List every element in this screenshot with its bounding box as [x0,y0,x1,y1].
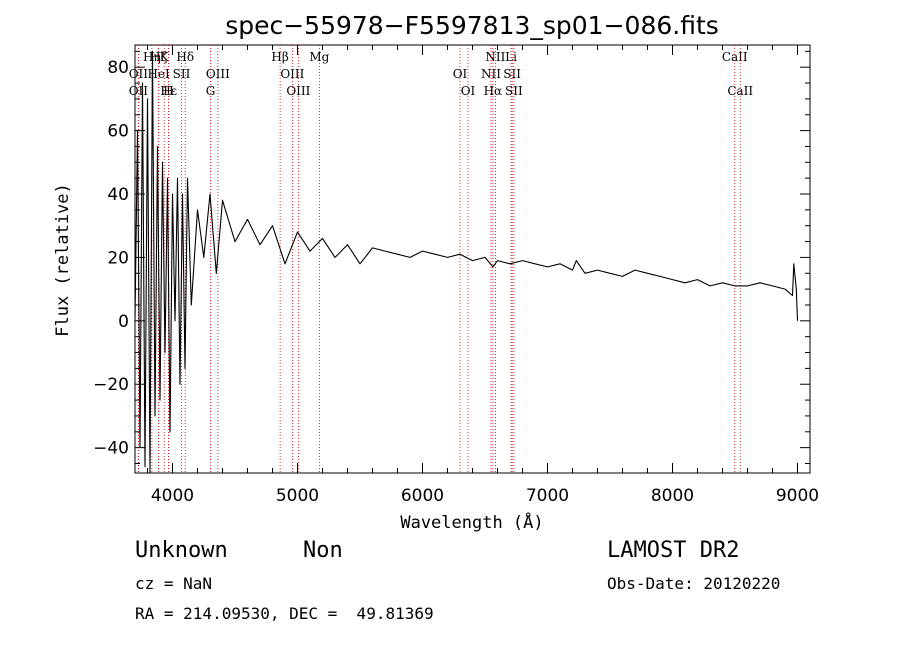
spectral-line-label: SII [503,67,521,81]
spectral-line-label: CaII [722,50,748,64]
spectral-line-label: OIII [280,67,304,81]
x-tick-label: 4000 [151,486,194,506]
spectral-line-label: SII [173,67,191,81]
redshift-readout: cz = NaN [135,574,213,593]
y-tick-label: 20 [107,248,129,268]
spectral-line-label: SII [505,84,523,98]
spectrum-series [134,50,799,474]
spectral-line-label: K [160,50,170,64]
x-axis-label: Wavelength (Å) [400,511,543,533]
coordinates-readout: RA = 214.09530, DEC = 49.81369 [135,604,434,623]
spectral-line-label: NII [485,50,505,64]
spectral-line-label: Li [505,50,517,64]
y-axis-label: Flux (relative) [53,183,73,337]
spectral-line-label: OI [453,67,468,81]
spectral-line-label: Hα [484,84,503,98]
survey-name: LAMOST DR2 [607,538,740,563]
spectral-line-label: CaII [727,84,753,98]
spectral-line-label: NII [481,67,501,81]
spectral-line-label: OIII [206,67,230,81]
x-tick-label: 6000 [401,486,444,506]
spectral-line-label: H [163,84,173,98]
x-tick-label: 9000 [776,486,819,506]
spectral-line-label: Hβ [271,50,288,64]
observation-date: Obs-Date: 20120220 [607,574,781,593]
x-tick-label: 5000 [276,486,319,506]
y-tick-label: −20 [93,375,129,395]
spectral-line-label: OII [129,67,149,81]
spectral-line-label: OI [461,84,476,98]
x-tick-label: 7000 [526,486,569,506]
y-tick-label: −40 [93,439,129,459]
chart-title: spec−55978−F5597813_sp01−086.fits [225,11,719,40]
axis-ticks: 4000 5000 6000 7000 8000 9000 −40 −20 0 20 40 60 80 [93,45,819,506]
object-class: Unknown [135,538,228,563]
y-tick-label: 40 [107,185,129,205]
spectrum-line [134,50,799,474]
spectral-line-label: HeI [147,67,170,81]
object-subclass: Non [303,538,343,563]
x-tick-label: 8000 [651,486,694,506]
spectral-line-label: G [206,84,216,98]
spectral-line-label: OIII [286,84,310,98]
y-tick-label: 80 [107,58,129,78]
spectral-line-label: OII [129,84,149,98]
spectral-line-label: Hη [143,50,161,64]
plot-frame [134,44,811,474]
spectral-line-label: Hδ [176,50,194,64]
spectral-line-label: Mg [309,50,329,64]
y-tick-label: 0 [118,312,129,332]
y-tick-label: 60 [107,122,129,142]
